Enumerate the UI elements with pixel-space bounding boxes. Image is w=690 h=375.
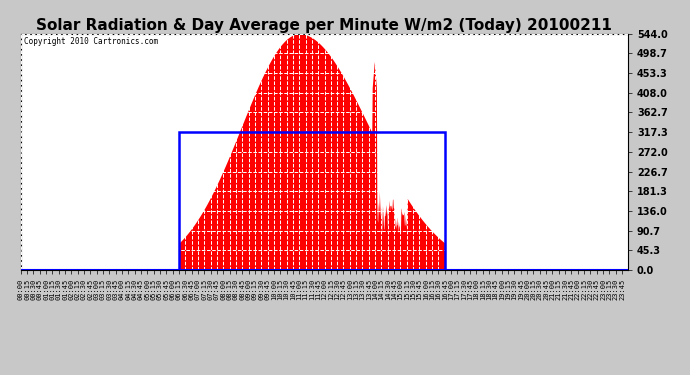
Bar xyxy=(179,132,445,270)
Text: Copyright 2010 Cartronics.com: Copyright 2010 Cartronics.com xyxy=(23,37,158,46)
Title: Solar Radiation & Day Average per Minute W/m2 (Today) 20100211: Solar Radiation & Day Average per Minute… xyxy=(37,18,612,33)
